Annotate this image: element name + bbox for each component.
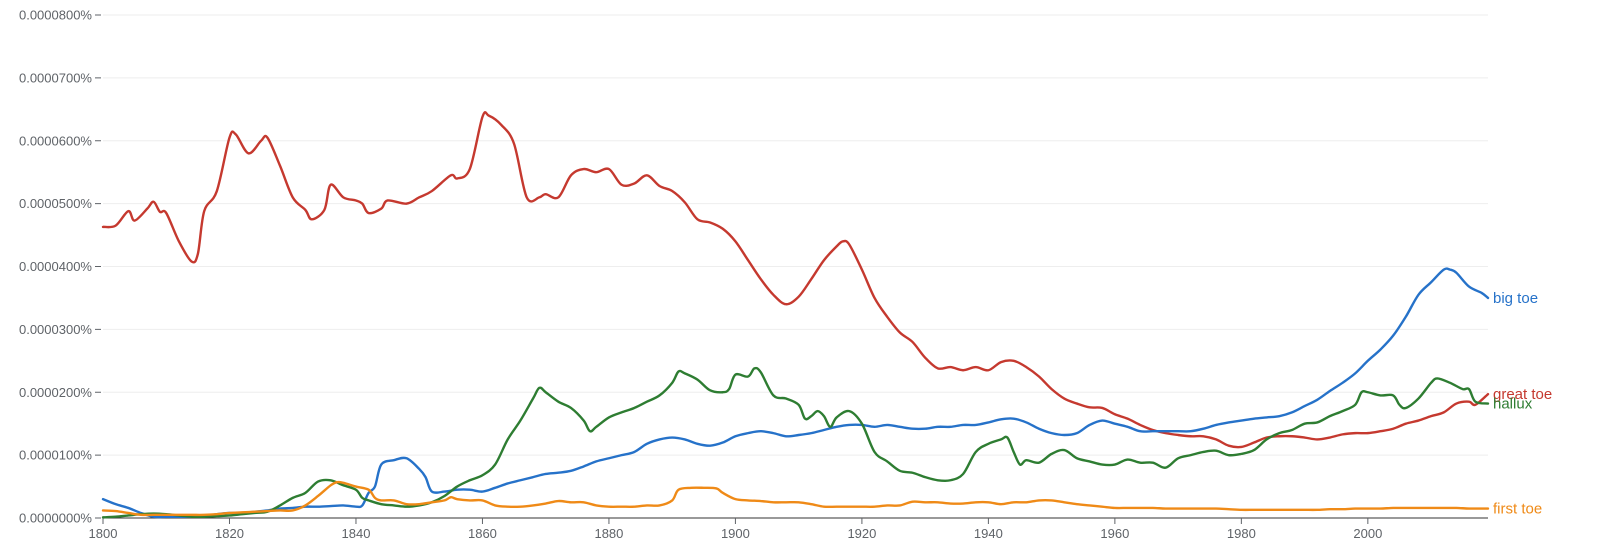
x-tick-label: 1940 (974, 526, 1003, 541)
series-label-first-toe[interactable]: first toe (1493, 501, 1542, 518)
series-line-big-toe[interactable] (101, 267, 1490, 519)
series-label-great-toe[interactable]: great toe (1493, 386, 1552, 403)
x-tick-label: 2000 (1353, 526, 1382, 541)
series-label-big-toe[interactable]: big toe (1493, 290, 1538, 307)
series-line-hallux[interactable] (101, 366, 1490, 519)
series-line-great-toe[interactable] (101, 110, 1490, 449)
x-tick-label: 1960 (1100, 526, 1129, 541)
x-tick-label: 1900 (721, 526, 750, 541)
y-tick-label: 0.0000500% (19, 196, 92, 211)
x-tick-label: 1840 (342, 526, 371, 541)
y-tick-label: 0.0000300% (19, 322, 92, 337)
y-tick-label: 0.0000800% (19, 8, 92, 23)
series-label-hallux[interactable]: hallux (1493, 396, 1533, 413)
series-lines (101, 110, 1490, 519)
grid-lines (103, 14, 1488, 456)
x-tick-label: 1800 (89, 526, 118, 541)
x-tick-label: 1860 (468, 526, 497, 541)
y-tick-label: 0.0000000% (19, 511, 92, 526)
series-line-first-toe[interactable] (101, 480, 1490, 517)
axes: 0.0000000% 0.0000100% 0.0000200% 0.0000300%… (19, 8, 1488, 541)
y-tick-label: 0.0000200% (19, 385, 92, 400)
x-tick-label: 1880 (594, 526, 623, 541)
x-tick-label: 1820 (215, 526, 244, 541)
y-tick-label: 0.0000100% (19, 448, 92, 463)
series-labels: great toe big toe hallux first toe (1493, 290, 1552, 518)
x-tick-label: 1980 (1227, 526, 1256, 541)
y-tick-label: 0.0000400% (19, 259, 92, 274)
y-tick-label: 0.0000700% (19, 70, 92, 85)
y-tick-label: 0.0000600% (19, 133, 92, 148)
x-tick-label: 1920 (847, 526, 876, 541)
